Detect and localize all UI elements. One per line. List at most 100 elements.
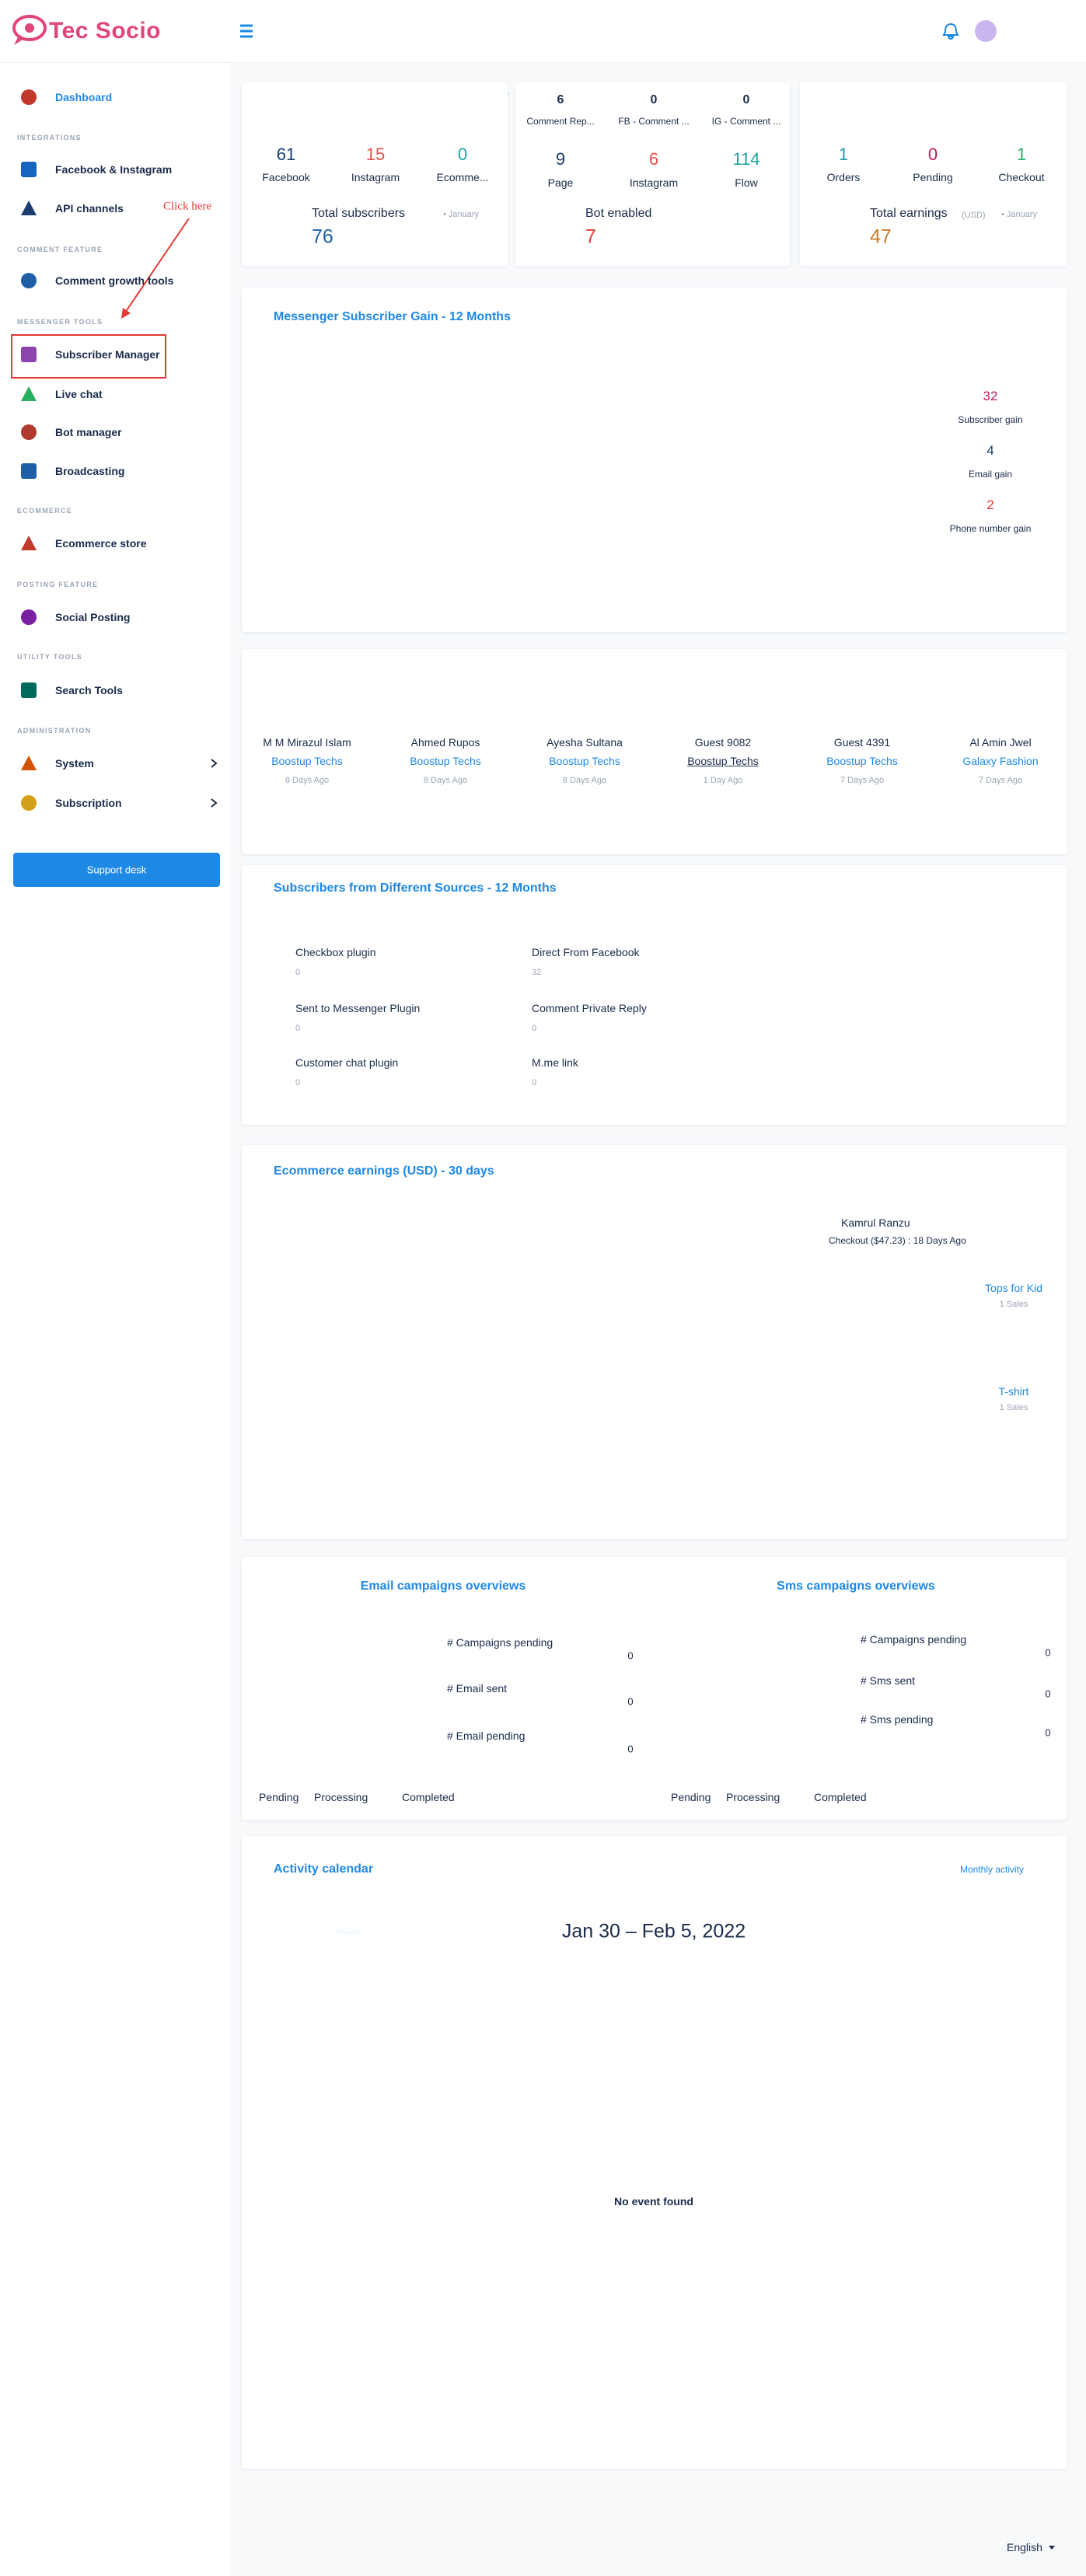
source-label: Comment Private Reply xyxy=(532,1002,647,1014)
source-count: 0 xyxy=(295,1024,301,1033)
checkout-detail: Checkout ($47.23) : 18 Days Ago xyxy=(829,1235,966,1246)
week-button-label[interactable]: Week xyxy=(967,1925,993,1937)
support-button[interactable] xyxy=(13,853,220,887)
card xyxy=(242,1145,1067,1539)
brand-name: Tec Socio xyxy=(49,18,161,44)
day-button-label[interactable]: Day xyxy=(1015,1925,1034,1937)
subscriber-time: 8 Days Ago xyxy=(423,776,468,785)
stat-value: 15 xyxy=(365,145,386,164)
sidebar-heading: INTEGRATIONS xyxy=(17,134,82,141)
sidebar-item[interactable]: Facebook & Instagram xyxy=(55,163,173,176)
sidebar-item[interactable]: Bot manager xyxy=(55,426,122,438)
source-count: 0 xyxy=(532,1078,537,1087)
card xyxy=(242,649,1067,854)
support-button-label[interactable]: Support desk xyxy=(86,864,147,876)
stat-label: Orders xyxy=(826,171,861,183)
sidebar-item[interactable]: Search Tools xyxy=(55,684,123,696)
sidebar-heading: POSTING FEATURE xyxy=(17,581,99,588)
stat-value: 0 xyxy=(927,145,938,164)
total-gain-label: Email gain xyxy=(968,469,1013,480)
product-name[interactable]: Tops for Kid xyxy=(985,1282,1042,1294)
stat-value: 9 xyxy=(555,149,566,169)
stat-value: 6 xyxy=(648,149,659,169)
sidebar-heading: ADMINISTRATION xyxy=(17,727,92,735)
source-count: 32 xyxy=(532,968,542,977)
subscriber-page[interactable]: Boostup Techs xyxy=(687,755,759,767)
stat-label: Checkout xyxy=(998,171,1045,183)
language-caret xyxy=(1049,2546,1055,2550)
calendar-title: Activity calendar xyxy=(274,1862,374,1876)
sidebar-heading: MESSENGER TOOLS xyxy=(17,318,103,326)
total-unit: (USD) xyxy=(962,211,986,220)
stat-label: FB - Comment ... xyxy=(618,116,690,127)
subscriber-page[interactable]: Galaxy Fashion xyxy=(962,755,1039,767)
sidebar-item[interactable]: System xyxy=(55,757,94,770)
campaign-row-label: # Email sent xyxy=(447,1682,508,1695)
customer-name: Kamrul Ranzu xyxy=(841,1216,910,1229)
status-label: Completed xyxy=(814,1791,867,1803)
stat-value: 61 xyxy=(276,145,296,164)
sidebar-item[interactable]: API channels xyxy=(55,202,124,215)
total-gain-label: Phone number gain xyxy=(949,523,1032,534)
subscriber-name: Ahmed Rupos xyxy=(410,736,480,749)
subscriber-name: Guest 9082 xyxy=(694,736,752,749)
sidebar-item[interactable]: Broadcasting xyxy=(55,465,125,477)
card xyxy=(242,288,1067,632)
stat-value: 1 xyxy=(1016,145,1027,164)
campaign-row-value: 0 xyxy=(1045,1726,1051,1739)
campaign-row-label: # Sms pending xyxy=(861,1713,934,1726)
subscriber-time: 7 Days Ago xyxy=(840,776,885,785)
status-label: Processing xyxy=(314,1791,368,1803)
total-value: 47 xyxy=(870,225,892,248)
stat-label: Comment Rep... xyxy=(526,116,595,127)
annotation-text: Click here xyxy=(162,200,212,213)
sidebar-item[interactable]: Social Posting xyxy=(55,611,131,623)
card xyxy=(242,865,1067,1125)
sidebar-item[interactable]: Live chat xyxy=(55,388,103,400)
campaign-row-value: 0 xyxy=(627,1695,634,1708)
today-button-label[interactable]: Today xyxy=(333,1925,361,1937)
subscriber-name: Al Amin Jwel xyxy=(969,736,1032,749)
sidebar-item[interactable]: Subscription xyxy=(55,797,122,809)
total-value: 7 xyxy=(585,225,596,248)
subscriber-page[interactable]: Boostup Techs xyxy=(271,755,343,767)
header-bar xyxy=(0,0,1086,63)
campaign-title: Email campaigns overviews xyxy=(360,1579,526,1593)
subscriber-name: M M Mirazul Islam xyxy=(263,736,351,749)
stat-label: Page xyxy=(547,176,574,189)
sidebar-item[interactable]: Dashboard xyxy=(55,91,113,103)
status-label: Pending xyxy=(259,1791,299,1803)
card xyxy=(242,1836,1067,2469)
campaign-row-value: 0 xyxy=(627,1649,634,1662)
stat-label: Pending xyxy=(913,171,953,183)
source-count: 0 xyxy=(295,1078,301,1087)
subscriber-time: 7 Days Ago xyxy=(978,776,1023,785)
stat-label: Ecomme... xyxy=(436,171,489,183)
total-label: Bot enabled xyxy=(585,207,652,220)
language-selector[interactable]: English xyxy=(1007,2541,1042,2553)
subscriber-page[interactable]: Boostup Techs xyxy=(549,755,620,767)
card xyxy=(242,1557,1067,1820)
total-gain-value: 4 xyxy=(986,443,994,458)
sidebar-item[interactable]: Ecommerce store xyxy=(55,537,147,550)
stat-label: Flow xyxy=(735,176,758,189)
status-label: Processing xyxy=(726,1791,780,1803)
chart-title: Ecommerce earnings (USD) - 30 days xyxy=(274,1164,494,1178)
product-name[interactable]: T-shirt xyxy=(998,1385,1029,1398)
stat-value: 0 xyxy=(742,93,750,106)
stat-value: 0 xyxy=(457,145,468,164)
sidebar-item[interactable]: Comment growth tools xyxy=(55,274,174,287)
source-count: 0 xyxy=(295,968,301,977)
monthly-button-label[interactable]: Monthly activity xyxy=(959,1864,1025,1875)
total-label: Total earnings xyxy=(870,207,948,220)
campaign-row-value: 0 xyxy=(627,1743,634,1755)
subscriber-page[interactable]: Boostup Techs xyxy=(410,755,481,767)
stat-label: Facebook xyxy=(262,171,310,183)
total-gain-value: 32 xyxy=(983,389,998,403)
campaign-row-label: # Campaigns pending xyxy=(447,1636,553,1649)
subscriber-page[interactable]: Boostup Techs xyxy=(826,755,898,767)
sidebar xyxy=(0,63,230,2576)
sidebar-item[interactable]: Subscriber Manager xyxy=(55,348,160,361)
stat-label: IG - Comment ... xyxy=(711,116,781,127)
